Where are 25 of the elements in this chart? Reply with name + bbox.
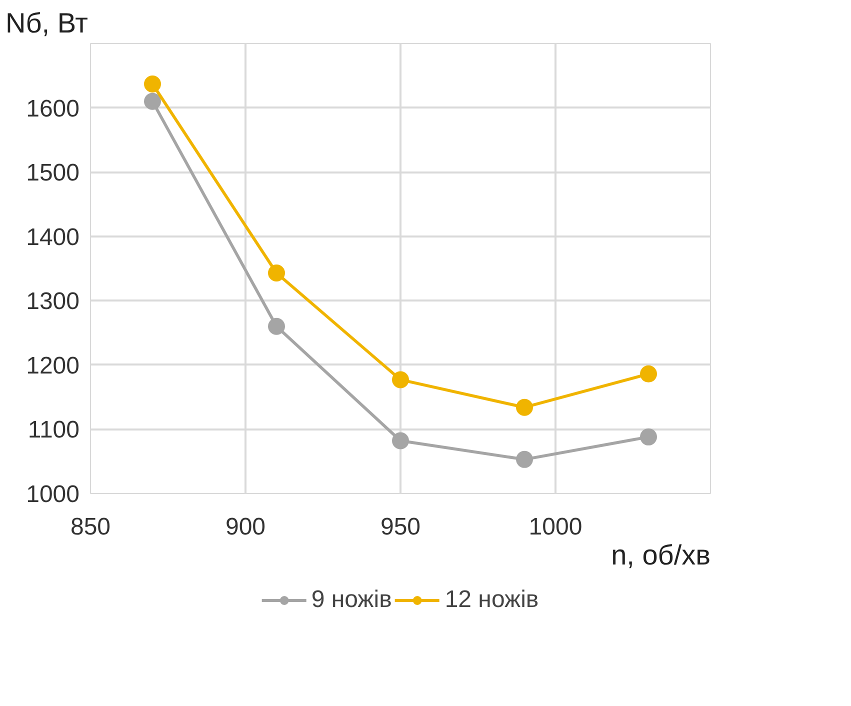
y-tick-label: 1400: [26, 224, 80, 251]
point: [268, 318, 285, 335]
legend-label: 9 ножів: [311, 586, 392, 614]
x-tick-label: 950: [380, 514, 421, 540]
point: [392, 432, 409, 450]
x-tick-label: 900: [225, 514, 266, 540]
x-tick-label: 850: [70, 514, 111, 540]
y-tick-label: 1500: [26, 160, 80, 187]
y-tick-label: 1100: [28, 416, 80, 444]
point: [268, 264, 285, 282]
legend-label: 12 ножів: [444, 586, 539, 614]
point: [516, 398, 533, 416]
point: [640, 428, 657, 446]
point: [640, 365, 657, 382]
y-tick-label: 1600: [26, 95, 80, 122]
point: [516, 450, 533, 468]
x-tick-label: 1000: [528, 514, 582, 540]
point: [144, 92, 161, 110]
point: [392, 371, 409, 388]
y-tick-label: 1200: [26, 352, 80, 380]
y-tick-label: 1300: [26, 288, 80, 316]
y-axis-title: Nб, Вт: [6, 8, 88, 38]
point: [144, 76, 161, 92]
x-axis-title: n, об/хв: [611, 540, 711, 570]
y-tick-label: 1000: [26, 481, 80, 508]
